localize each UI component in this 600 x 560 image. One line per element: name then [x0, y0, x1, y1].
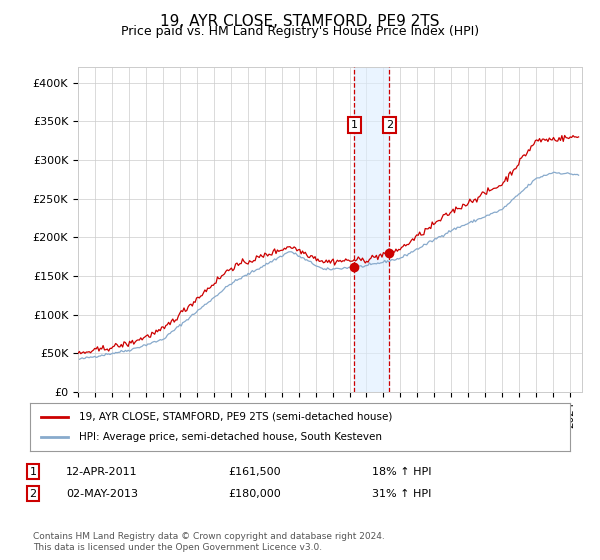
Text: 2: 2	[386, 120, 393, 130]
Bar	[354, 67, 389, 392]
Text: 1: 1	[351, 120, 358, 130]
Text: 12-APR-2011: 12-APR-2011	[66, 466, 137, 477]
Text: 2: 2	[29, 489, 37, 499]
Text: Price paid vs. HM Land Registry's House Price Index (HPI): Price paid vs. HM Land Registry's House …	[121, 25, 479, 38]
Text: 1: 1	[29, 466, 37, 477]
Text: 19, AYR CLOSE, STAMFORD, PE9 2TS (semi-detached house): 19, AYR CLOSE, STAMFORD, PE9 2TS (semi-d…	[79, 412, 392, 422]
Text: 31% ↑ HPI: 31% ↑ HPI	[372, 489, 431, 499]
Text: 19, AYR CLOSE, STAMFORD, PE9 2TS: 19, AYR CLOSE, STAMFORD, PE9 2TS	[160, 14, 440, 29]
Text: £180,000: £180,000	[228, 489, 281, 499]
Text: Contains HM Land Registry data © Crown copyright and database right 2024.
This d: Contains HM Land Registry data © Crown c…	[33, 532, 385, 552]
Text: 18% ↑ HPI: 18% ↑ HPI	[372, 466, 431, 477]
Text: £161,500: £161,500	[228, 466, 281, 477]
Text: HPI: Average price, semi-detached house, South Kesteven: HPI: Average price, semi-detached house,…	[79, 432, 382, 442]
Text: 02-MAY-2013: 02-MAY-2013	[66, 489, 138, 499]
